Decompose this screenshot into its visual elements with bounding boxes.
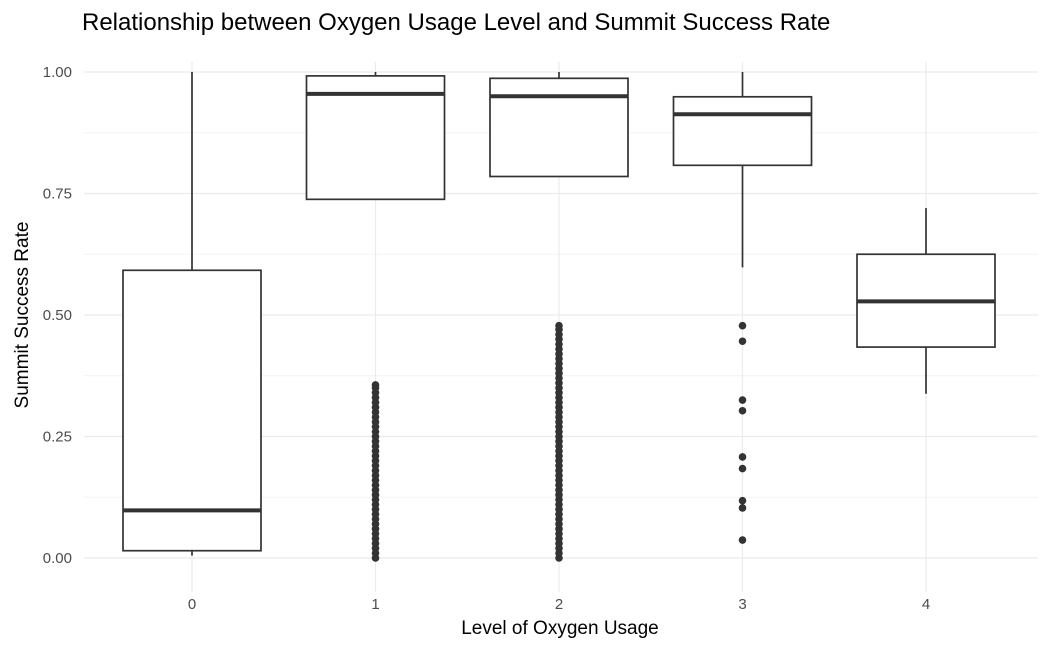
outlier-point [738,453,747,461]
box-group-1 [305,72,446,562]
x-tick-label: 1 [371,596,379,613]
box-group-0 [122,72,262,556]
x-tick-label: 0 [188,596,196,613]
iqr-box [305,75,446,201]
y-tick-label: 0.00 [43,550,72,567]
axis-ticks: 0.00 0.25 0.50 0.75 1.00 0 1 2 3 4 [43,64,930,613]
y-axis-title: Summit Success Rate [12,222,33,409]
outlier-point [738,504,747,512]
chart-title: Relationship between Oxygen Usage Level … [82,9,830,36]
box-plots [122,72,996,562]
outlier-point [555,321,563,330]
x-axis-title: Level of Oxygen Usage [461,618,659,639]
outlier-point [738,496,747,505]
y-tick-label: 1.00 [43,64,72,81]
y-tick-label: 0.50 [43,307,72,324]
outlier-point [371,381,380,389]
outlier-point [738,464,747,473]
iqr-box [489,77,629,178]
box-group-3 [672,72,813,544]
iqr-box [122,269,262,552]
iqr-box [672,95,813,167]
outlier-point [738,321,747,330]
outlier-point [738,337,747,346]
x-tick-label: 4 [922,596,930,613]
x-tick-label: 3 [738,596,746,613]
y-tick-label: 0.25 [43,429,72,446]
x-tick-label: 2 [555,596,563,613]
box-group-4 [856,208,996,394]
outlier-point [738,536,747,544]
outlier-point [738,396,747,404]
outlier-point [738,406,747,415]
y-tick-label: 0.75 [43,186,72,203]
box-group-2 [489,72,629,562]
